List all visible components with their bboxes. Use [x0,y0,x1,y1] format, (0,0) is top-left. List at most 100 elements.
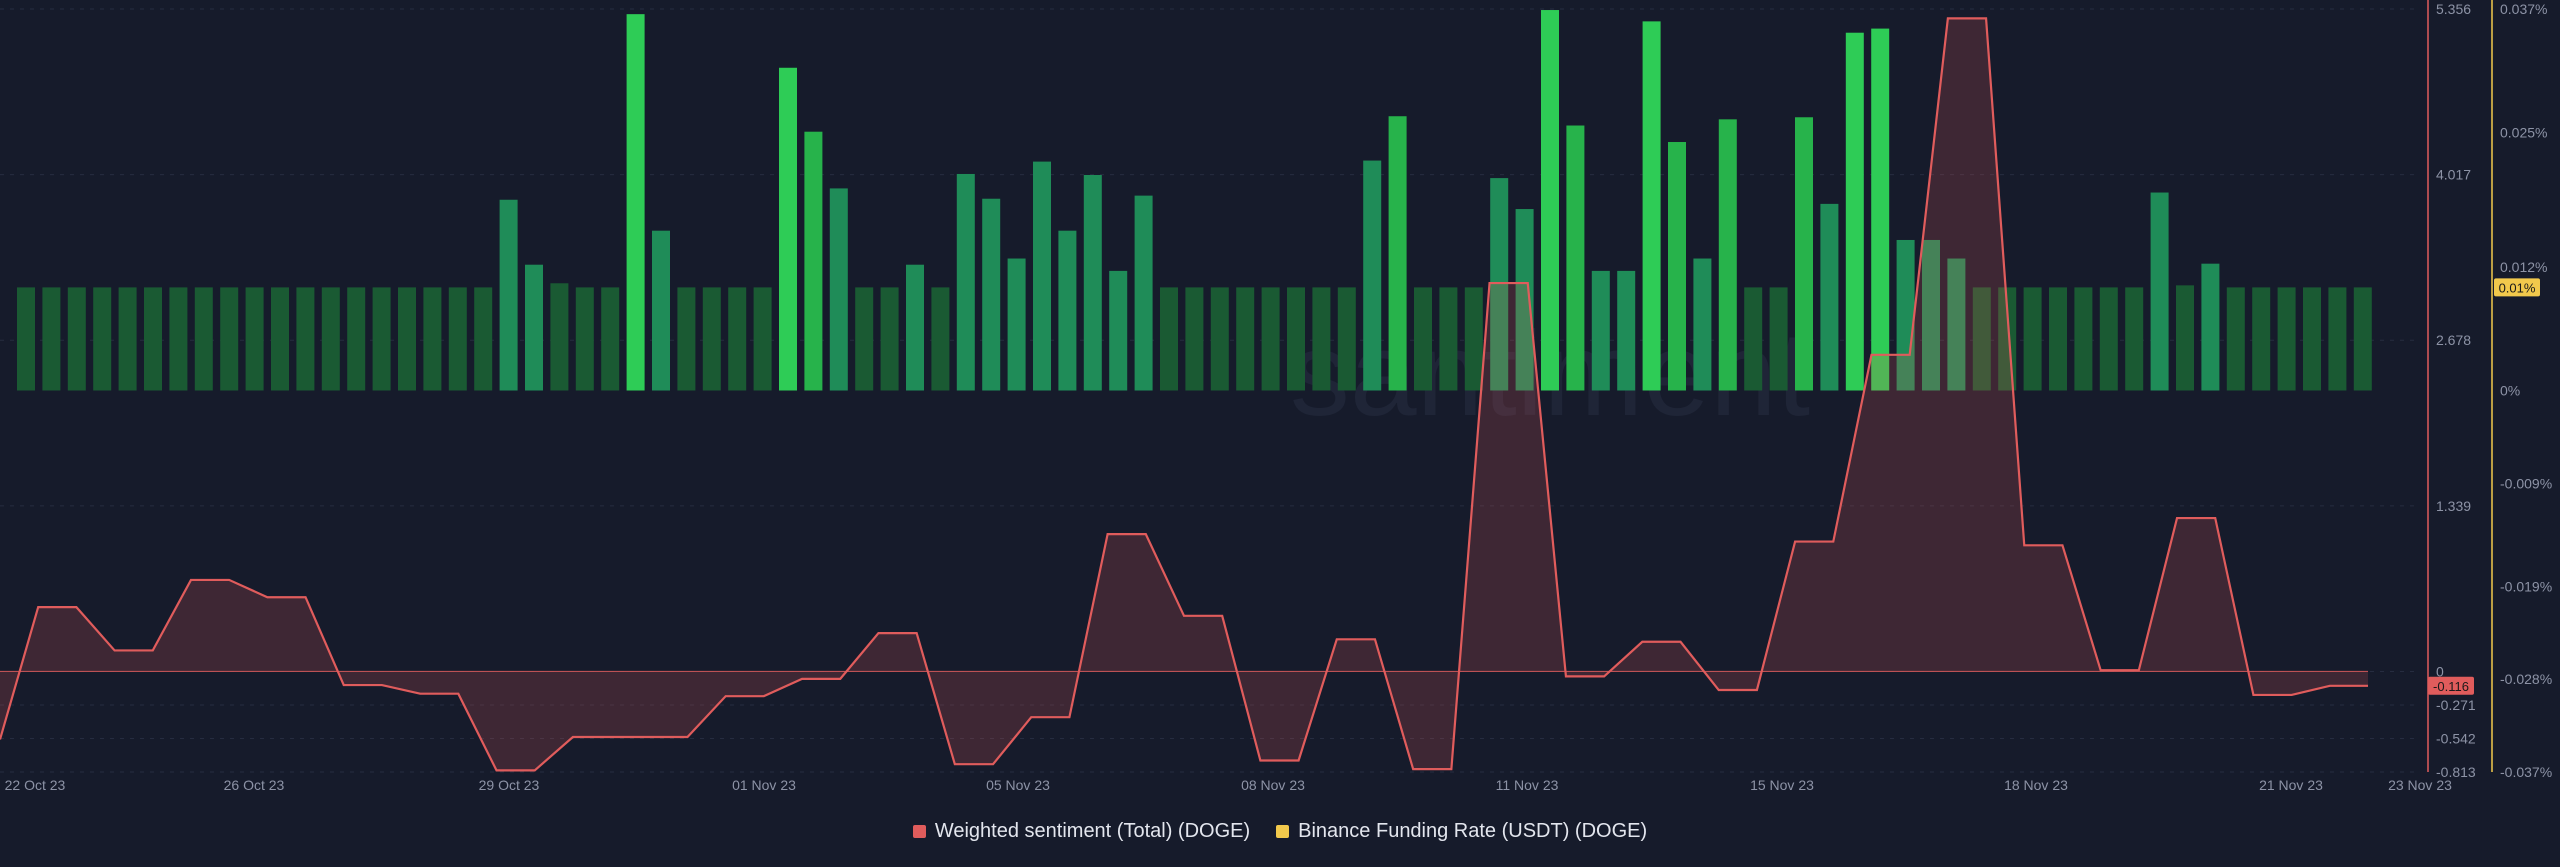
sentiment-tick-label: 1.339 [2436,498,2471,514]
funding-bar [1007,258,1026,391]
funding-bar [1414,287,1432,391]
funding-bar [677,287,696,391]
funding-bar [1566,125,1585,391]
funding-bar [652,230,670,391]
funding-tick-label: 0.025% [2500,125,2547,141]
funding-bar [245,287,264,391]
funding-bar [1693,258,1712,391]
funding-bar [93,287,112,391]
funding-tick-label: -0.028% [2500,671,2552,687]
funding-bar [906,264,924,391]
legend-item-sentiment[interactable]: Weighted sentiment (Total) (DOGE) [912,820,1251,843]
funding-bar [1134,195,1153,391]
funding-bar [1236,287,1255,391]
funding-bar [753,287,772,391]
x-tick-label: 01 Nov 23 [732,777,796,793]
funding-bar [1871,28,1890,391]
sentiment-tick-label: -0.542 [2436,730,2476,746]
funding-bar [194,287,213,391]
funding-bar [1769,287,1788,391]
sentiment-tick-label: -0.271 [2436,697,2476,713]
sentiment-fill [0,18,2368,771]
funding-bar [1287,287,1305,391]
funding-bar [169,287,188,391]
funding-bar [804,131,823,391]
funding-bar [1363,160,1382,391]
funding-bar [2125,287,2144,391]
funding-bar [626,14,645,391]
funding-bar [1464,287,1483,391]
funding-bar [1947,258,1966,391]
funding-bar [1033,161,1051,391]
funding-bar [779,67,797,391]
funding-tick-label: -0.037% [2500,764,2552,780]
x-tick-label: 11 Nov 23 [1496,777,1559,793]
funding-bar [1109,270,1128,391]
funding-bar [575,287,594,391]
funding-bar [2023,287,2042,391]
funding-bar [931,287,950,391]
funding-bar [1744,287,1763,391]
funding-bar [499,199,518,391]
x-tick-label: 08 Nov 23 [1241,777,1305,793]
x-tick-label: 18 Nov 23 [2004,777,2068,793]
x-tick-label: 05 Nov 23 [986,777,1050,793]
funding-bar [2277,287,2296,391]
funding-bar [144,287,162,391]
funding-tick-label: 0% [2500,383,2520,399]
y-axes: 5.356 4.017 2.678 1.339 0 -0.271 -0.542 -0.813 0… [2427,0,2552,780]
funding-bar [448,287,467,391]
x-tick-label: 22 Oct 23 [5,777,66,793]
funding-current-label: 0.01% [2499,280,2536,295]
sentiment-tick-label: 2.678 [2436,332,2471,348]
funding-bar [1515,209,1534,391]
funding-bar [1617,270,1636,391]
funding-bar [17,287,35,391]
funding-tick-label: 0.012% [2500,259,2547,275]
funding-bar [118,287,137,391]
x-tick-label: 21 Nov 23 [2259,777,2323,793]
funding-bar [2353,287,2372,391]
funding-bar [372,287,391,391]
x-tick-label: 29 Oct 23 [479,777,540,793]
funding-bar [474,287,493,391]
funding-bar [1541,10,1559,391]
sentiment-area [0,17,2368,772]
legend: Weighted sentiment (Total) (DOGE) Binanc… [0,820,2560,843]
funding-bar [2074,287,2093,391]
funding-current-badge [2494,278,2540,297]
funding-bar [550,283,569,391]
funding-bar [702,287,721,391]
sentiment-current-badge [2428,676,2474,695]
sentiment-tick-label: 4.017 [2436,167,2471,183]
funding-bar [1922,239,1940,391]
funding-tick-label: -0.019% [2500,578,2552,594]
funding-bar [2303,287,2321,391]
legend-label-funding: Binance Funding Rate (USDT) (DOGE) [1298,820,1648,842]
funding-bar [1845,32,1864,391]
funding-bar [880,287,899,391]
funding-bar [1668,142,1686,391]
funding-bar [956,173,975,391]
funding-bar [525,264,543,391]
funding-bar [2150,192,2169,391]
funding-bar [2201,263,2220,391]
funding-tick-label: -0.009% [2500,475,2552,491]
funding-bar [1083,175,1102,391]
funding-bar [1642,21,1661,391]
funding-bar [2328,287,2347,391]
funding-bar [1795,117,1813,391]
funding-bar [601,287,620,391]
funding-bar [2252,287,2271,391]
legend-label-sentiment: Weighted sentiment (Total) (DOGE) [934,820,1251,842]
funding-bar [2226,287,2245,391]
funding-bar [1160,287,1178,391]
funding-bar [347,287,366,391]
funding-bar [321,287,340,391]
legend-item-funding[interactable]: Binance Funding Rate (USDT) (DOGE) [1276,820,1647,843]
funding-bar [1185,287,1204,391]
funding-bar [2049,287,2067,391]
funding-bar [1337,287,1356,391]
funding-bar [1591,270,1610,391]
